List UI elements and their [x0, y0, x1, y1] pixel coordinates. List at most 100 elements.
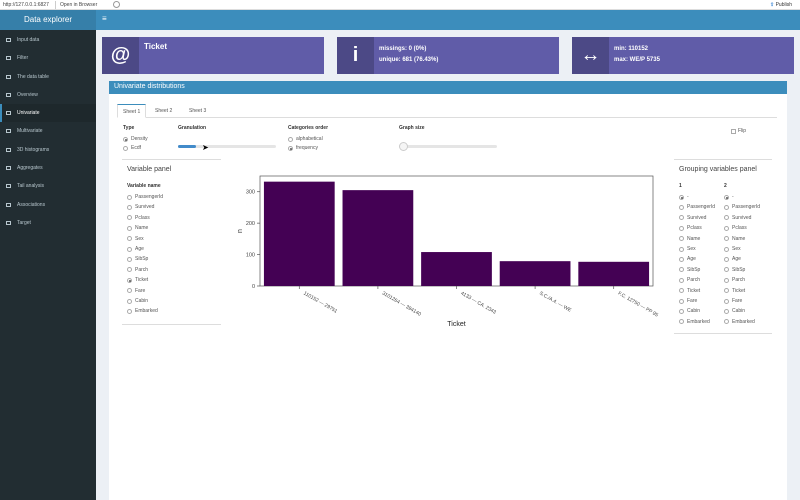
group2-option[interactable]: Embarked: [724, 318, 755, 326]
refresh-icon[interactable]: [113, 1, 120, 8]
group1-option[interactable]: -: [679, 193, 689, 201]
radio-label: Sex: [135, 235, 144, 242]
group1-option[interactable]: Fare: [679, 297, 697, 305]
sidebar-item-univariate[interactable]: Univariate: [0, 104, 96, 123]
missing-info-box: i missings: 0 (0%) unique: 681 (76.43%): [337, 37, 559, 74]
sidebar-item-3d-histograms[interactable]: 3D histograms: [0, 141, 96, 159]
flip-checkbox[interactable]: Flip: [731, 128, 746, 134]
graph-size-slider[interactable]: [399, 142, 497, 151]
radio-label: Ticket: [687, 287, 701, 294]
variable-option[interactable]: SibSp: [127, 255, 148, 263]
radio-icon: [127, 308, 132, 314]
type-ecdf-radio[interactable]: Ecdf: [123, 144, 141, 152]
group1-option[interactable]: Embarked: [679, 318, 710, 326]
radio-label: PassengerId: [135, 194, 164, 200]
radio-label: Density: [131, 136, 148, 142]
sidebar-item-overview[interactable]: Overview: [0, 86, 96, 104]
group1-option[interactable]: Ticket: [679, 287, 700, 295]
group2-option[interactable]: Name: [724, 235, 745, 243]
radio-icon: [679, 267, 684, 273]
y-tick-label: 300: [246, 190, 255, 196]
radio-icon: [679, 194, 684, 200]
tab-sheet-2[interactable]: Sheet 2: [155, 108, 173, 114]
sidebar-item-data-table[interactable]: The data table: [0, 68, 96, 86]
tab-sheet-1[interactable]: Sheet 1: [117, 104, 147, 118]
group1-option[interactable]: PassengerId: [679, 203, 715, 211]
x-tick-label: F.C. 12750 — PP 95: [617, 291, 660, 319]
group1-option[interactable]: Age: [679, 255, 696, 263]
open-in-browser-button[interactable]: Open in Browser: [60, 2, 98, 8]
order-alphabetical-radio[interactable]: alphabetical: [288, 135, 323, 143]
radio-label: Parch: [687, 277, 701, 284]
group1-option[interactable]: SibSp: [679, 266, 700, 274]
variable-option[interactable]: Survived: [127, 203, 154, 211]
group-col-2-label: 2: [724, 183, 727, 189]
slider-fill: [178, 145, 196, 148]
group-col-1-label: 1: [679, 183, 682, 189]
group2-option[interactable]: Cabin: [724, 307, 745, 315]
group2-option[interactable]: Ticket: [724, 287, 745, 295]
group2-option[interactable]: Pclass: [724, 224, 747, 232]
radio-label: frequency: [296, 145, 318, 151]
radio-label: Embarked: [135, 308, 158, 315]
variable-option[interactable]: Age: [127, 245, 144, 253]
group1-option[interactable]: Sex: [679, 245, 696, 253]
sidebar-item-target[interactable]: Target: [0, 214, 96, 232]
variable-option[interactable]: Embarked: [127, 307, 158, 315]
sidebar-item-filter[interactable]: Filter: [0, 49, 96, 67]
hamburger-menu-icon[interactable]: ≡: [102, 14, 107, 23]
group2-option[interactable]: PassengerId: [724, 203, 760, 211]
radio-icon: [127, 225, 132, 231]
radio-label: Name: [135, 225, 149, 232]
group1-option[interactable]: Survived: [679, 214, 706, 222]
type-density-radio[interactable]: Density: [123, 135, 148, 143]
group2-option[interactable]: Parch: [724, 276, 745, 284]
sidebar-item-multivariate[interactable]: Multivariate: [0, 122, 96, 140]
radio-label: SibSp: [687, 266, 701, 273]
radio-icon: [127, 194, 132, 200]
sidebar-item-input-data[interactable]: Input data: [0, 31, 96, 49]
bar: [499, 261, 571, 286]
group2-option[interactable]: Survived: [724, 214, 751, 222]
variable-option[interactable]: Fare: [127, 287, 145, 295]
publish-button[interactable]: ⇪ Publish: [770, 2, 792, 8]
sidebar-item-label: Univariate: [17, 110, 40, 117]
radio-icon: [127, 288, 132, 294]
sidebar-item-aggregates[interactable]: Aggregates: [0, 159, 96, 177]
variable-option[interactable]: Name: [127, 224, 148, 232]
slider-handle[interactable]: [399, 142, 408, 151]
group2-option[interactable]: Age: [724, 255, 741, 263]
min-text: min: 110152: [614, 46, 649, 52]
sidebar-item-label: Filter: [17, 55, 29, 62]
sidebar-item-tail-analysis[interactable]: Tail analysis: [0, 177, 96, 195]
tab-sheet-3[interactable]: Sheet 3: [189, 108, 207, 114]
variable-option[interactable]: Parch: [127, 266, 148, 274]
variable-option[interactable]: Ticket: [127, 276, 148, 284]
radio-label: Ticket: [732, 287, 746, 294]
group1-option[interactable]: Pclass: [679, 224, 702, 232]
group2-option[interactable]: Sex: [724, 245, 741, 253]
network-icon: [6, 202, 11, 207]
y-tick-label: 200: [246, 221, 255, 227]
x-tick-label: S.C./A.4. — WE: [538, 291, 573, 314]
group2-option[interactable]: SibSp: [724, 266, 745, 274]
variable-option[interactable]: PassengerId: [127, 193, 163, 201]
variable-option[interactable]: Cabin: [127, 297, 148, 305]
variable-option[interactable]: Sex: [127, 235, 144, 243]
radio-label: Parch: [732, 277, 746, 284]
radio-icon: [288, 145, 293, 151]
group1-option[interactable]: Parch: [679, 276, 700, 284]
group1-option[interactable]: Name: [679, 235, 700, 243]
bar-chart-icon: [6, 111, 11, 116]
x-tick-label: 3101264 — 394140: [381, 291, 422, 318]
radio-icon: [724, 298, 729, 304]
radio-label: Age: [687, 256, 696, 263]
sidebar-item-associations[interactable]: Associations: [0, 196, 96, 214]
variable-option[interactable]: Pclass: [127, 214, 150, 222]
group1-option[interactable]: Cabin: [679, 307, 700, 315]
order-frequency-radio[interactable]: frequency: [288, 144, 318, 152]
granulation-slider[interactable]: [178, 145, 276, 148]
group2-option[interactable]: Fare: [724, 297, 742, 305]
group2-option[interactable]: -: [724, 193, 734, 201]
publish-label: Publish: [775, 2, 792, 8]
